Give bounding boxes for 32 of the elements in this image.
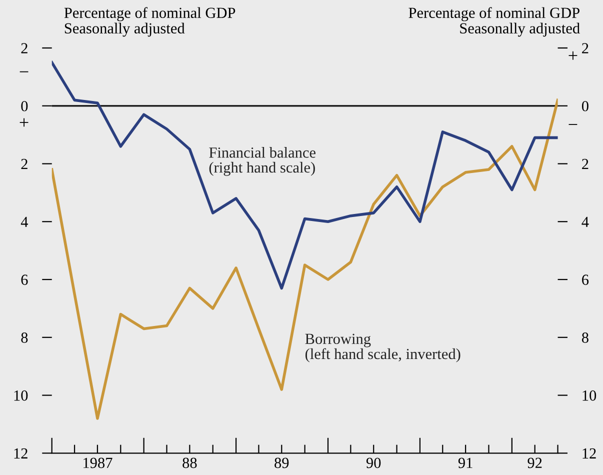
y-tick-label: 2 [21, 43, 28, 54]
y2-tick-label: 0 [582, 101, 588, 112]
y2-tick-label: 2 [582, 43, 588, 54]
text: + [568, 51, 578, 60]
y2-tick-label: 6 [582, 274, 589, 285]
y-tick-label: 12 [14, 448, 28, 458]
y-tick-label: 6 [21, 274, 28, 285]
y-tick-label: 2 [21, 158, 28, 170]
line-series [52, 61, 558, 290]
series-label: Borrowing (left hand scale, inverted) [305, 334, 460, 362]
x-tick-label: 1987 [84, 458, 112, 468]
x-tick-label: 90 [366, 458, 381, 468]
y-axis-title: Percentage of nominal GDP Seasonally adjusted [64, 7, 236, 37]
y2-tick-label: 4 [582, 216, 589, 227]
text: − [20, 71, 28, 72]
y2-tick-label: 10 [582, 390, 596, 401]
line-series [52, 98, 558, 420]
y-tick-label: 10 [14, 390, 28, 401]
y2-tick-label: 2 [582, 158, 588, 170]
y2-axis-title: Percentage of nominal GDP Seasonally adjusted [408, 7, 580, 37]
x-tick-label: 89 [274, 458, 289, 468]
y-tick-label: 4 [20, 216, 28, 227]
x-tick-label: 91 [458, 458, 472, 468]
y2-tick-label: 12 [582, 448, 596, 458]
y-tick-label: 8 [21, 332, 28, 343]
y-tick-label: 0 [21, 101, 28, 112]
x-tick-label: 92 [528, 458, 542, 468]
text: − [568, 124, 578, 125]
series-label: Financial balance (right hand scale) [209, 147, 316, 176]
x-tick-label: 88 [182, 458, 197, 468]
y2-tick-label: 8 [582, 332, 588, 343]
text: + [20, 118, 28, 127]
